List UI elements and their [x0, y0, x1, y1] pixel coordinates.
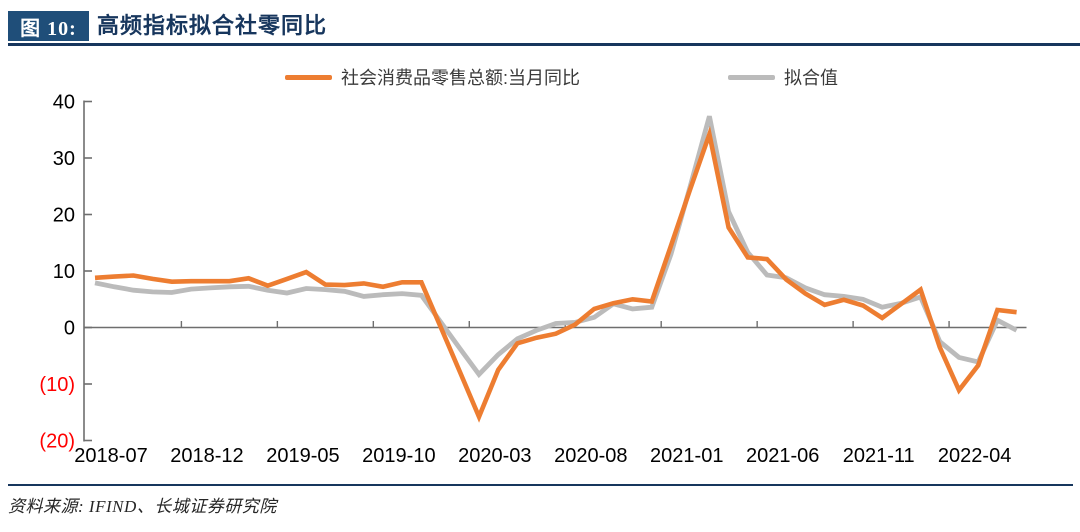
figure-title: 高频指标拟合社零同比: [97, 13, 328, 38]
series-line-fitted: [94, 115, 1018, 379]
x-tick-label: 2021-06: [746, 445, 819, 467]
legend-label-fitted: 拟合值: [784, 68, 838, 88]
x-tick-label: 2020-08: [554, 445, 627, 467]
footer-divider: [8, 484, 1073, 486]
x-tick-label: 2021-01: [650, 445, 723, 467]
legend-label-retail-yoy: 社会消费品零售总额:当月同比: [341, 68, 580, 88]
y-tick-label: 20: [53, 205, 75, 227]
legend-item-fitted: 拟合值: [728, 66, 838, 88]
source-note: 资料来源: IFIND、长城证券研究院: [8, 497, 277, 516]
title-divider: [8, 43, 1080, 46]
y-tick-label: 30: [53, 148, 75, 170]
x-tick-label: 2021-11: [843, 445, 915, 467]
y-tick-label: 40: [53, 92, 75, 114]
y-tick-label: 0: [64, 318, 75, 340]
series-line-retail-yoy: [94, 125, 1017, 423]
y-tick-label: 10: [53, 261, 75, 283]
figure-number-badge: 图 10:: [8, 11, 89, 41]
x-tick-label: 2018-07: [74, 445, 147, 467]
x-tick-label: 2020-03: [458, 445, 531, 467]
y-tick-label: (20): [39, 431, 75, 453]
x-tick-label: 2018-12: [170, 445, 243, 467]
x-tick-label: 2019-05: [266, 445, 339, 467]
x-tick-label: 2019-10: [362, 445, 435, 467]
y-tick-label: (10): [39, 374, 75, 396]
legend-line-swatch-orange: [285, 74, 332, 80]
legend-line-swatch-gray: [728, 74, 775, 80]
legend-item-retail-yoy: 社会消费品零售总额:当月同比: [285, 66, 580, 88]
x-tick-label: 2022-04: [938, 445, 1011, 467]
